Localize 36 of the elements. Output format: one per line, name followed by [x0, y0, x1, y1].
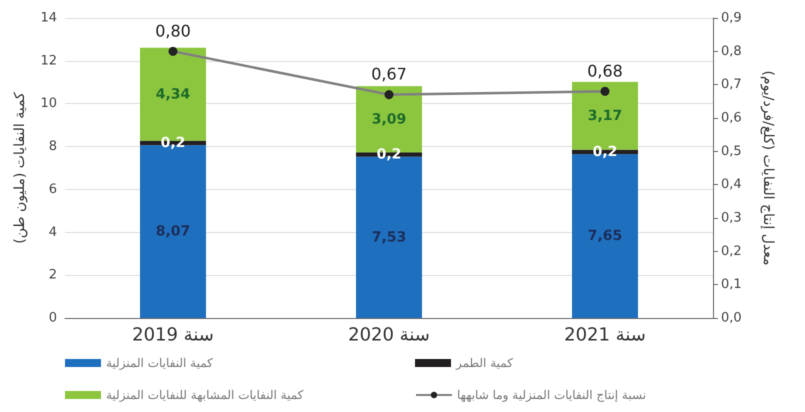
y2-tick-label: 0,6 — [721, 110, 742, 126]
y2-tick-label: 0,5 — [721, 144, 742, 159]
data-label: 0,80 — [155, 21, 191, 40]
y-tick-label: 2 — [48, 268, 57, 283]
y2-axis-title: معدل إنتاج النفايات (كلغ/فرد/يوم) — [760, 70, 776, 266]
x-tick-label: سنة 2020 — [348, 324, 430, 346]
data-label: 3,09 — [372, 111, 406, 128]
data-label: 3,17 — [588, 108, 622, 124]
y2-tick-label: 0,3 — [721, 210, 742, 226]
data-label: 8,07 — [156, 224, 190, 240]
data-label: 0,67 — [371, 64, 407, 84]
y-tick-label: 0 — [48, 310, 57, 326]
data-label: 0,68 — [587, 61, 623, 80]
y-axis-title: كمية النفايات (مليون طن) — [12, 92, 28, 244]
y2-tick-label: 0,1 — [721, 277, 742, 292]
data-label: 4,34 — [156, 86, 191, 102]
y-tick-label: 8 — [48, 139, 57, 154]
legend-label: كمية الطمر — [455, 356, 514, 370]
y2-tick-label: 0,0 — [721, 310, 742, 326]
y2-tick-label: 0,7 — [721, 77, 742, 92]
x-tick-label: سنة 2019 — [132, 324, 214, 346]
y2-tick-label: 0,2 — [721, 244, 742, 259]
data-label: 7,53 — [372, 229, 406, 246]
legend-label: كمية النفايات المنزلية — [106, 356, 214, 370]
y-tick-label: 12 — [40, 53, 57, 68]
y-tick-label: 10 — [40, 96, 57, 112]
legend-label: كمية النفايات المشابهة للنفايات المنزلية — [106, 388, 304, 402]
legend-label: نسبة إنتاج النفايات المنزلية وما شابهها — [457, 388, 646, 402]
y-tick-label: 4 — [48, 224, 57, 240]
y2-tick-label: 0,8 — [721, 44, 742, 59]
data-label: 7,65 — [588, 228, 622, 244]
x-tick-label: سنة 2021 — [564, 324, 646, 346]
y2-tick-label: 0,4 — [721, 177, 742, 192]
y2-tick-label: 0,9 — [721, 10, 742, 26]
y-tick-label: 6 — [48, 182, 57, 197]
y-tick-label: 14 — [40, 10, 57, 26]
